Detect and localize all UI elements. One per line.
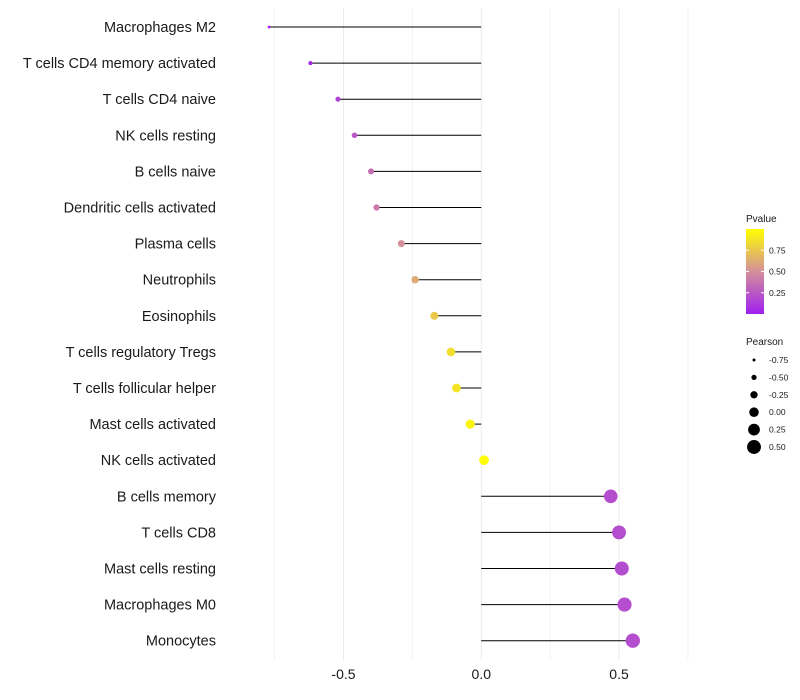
size-legend-label: -0.50 xyxy=(769,372,789,382)
lollipop-point xyxy=(446,347,456,357)
lollipop-segments xyxy=(269,26,633,642)
x-axis-ticks: -0.5 0.0 0.5 xyxy=(331,666,629,682)
size-legend-label: 0.00 xyxy=(769,407,786,417)
size-legend-label: -0.75 xyxy=(769,355,789,365)
lollipop-point xyxy=(614,561,629,576)
size-legend-dot xyxy=(748,423,760,436)
lollipop-points xyxy=(267,25,640,648)
lollipop-point xyxy=(603,489,618,504)
lollipop-point xyxy=(351,132,358,139)
lollipop-point xyxy=(430,311,439,320)
category-label: NK cells resting xyxy=(115,128,216,144)
x-tick-label: 0.0 xyxy=(472,666,492,682)
lollipop-point xyxy=(373,204,380,211)
category-label: Monocytes xyxy=(146,634,216,650)
lollipop-point xyxy=(367,168,375,175)
lollipop-point xyxy=(452,383,461,393)
category-label: T cells CD4 memory activated xyxy=(23,56,216,72)
category-label: T cells CD4 naive xyxy=(103,92,216,108)
category-label: T cells CD8 xyxy=(141,525,216,541)
size-legend-dot xyxy=(751,374,757,381)
pvalue-legend: Pvalue 0.75 0.50 0.25 xyxy=(746,214,786,314)
lollipop-point xyxy=(612,525,626,540)
category-label: B cells naive xyxy=(135,164,216,180)
size-legend-dot xyxy=(750,391,758,399)
lollipop-point xyxy=(465,419,475,429)
size-legend-dot xyxy=(749,407,759,417)
lollipop-point xyxy=(335,96,341,102)
lollipop-point xyxy=(267,25,271,29)
lollipop-point xyxy=(308,61,313,66)
category-label: Mast cells activated xyxy=(89,417,216,433)
size-legend-label: -0.25 xyxy=(769,390,789,400)
category-label: Eosinophils xyxy=(142,309,216,325)
lollipop-point xyxy=(625,633,640,648)
x-tick-label: -0.5 xyxy=(331,666,355,682)
category-label: Mast cells resting xyxy=(104,562,216,578)
x-tick-label: 0.5 xyxy=(609,666,629,682)
category-label: Dendritic cells activated xyxy=(64,201,216,217)
lollipop-point xyxy=(479,455,489,466)
pvalue-legend-title: Pvalue xyxy=(746,214,777,225)
pearson-legend: Pearson -0.75 -0.50 -0.25 0.00 0.25 0.50 xyxy=(746,337,789,454)
category-label: Neutrophils xyxy=(143,273,216,289)
colorbar-label: 0.75 xyxy=(769,245,786,255)
category-label: T cells regulatory Tregs xyxy=(66,345,216,361)
category-label: B cells memory xyxy=(117,489,217,505)
pearson-legend-title: Pearson xyxy=(746,337,783,348)
category-label: T cells follicular helper xyxy=(73,381,216,397)
size-legend-dot xyxy=(752,358,756,362)
grid-lines xyxy=(274,8,689,660)
colorbar-label: 0.50 xyxy=(769,267,786,277)
size-legend-dot xyxy=(747,440,761,454)
category-label: Macrophages M0 xyxy=(104,598,216,614)
size-legend-label: 0.50 xyxy=(769,442,786,452)
category-label: Macrophages M2 xyxy=(104,20,216,36)
size-legend-label: 0.25 xyxy=(769,425,786,435)
colorbar-label: 0.25 xyxy=(769,288,786,298)
pvalue-colorbar xyxy=(746,229,764,314)
lollipop-point xyxy=(411,275,419,284)
lollipop-point xyxy=(397,240,405,248)
category-label: Plasma cells xyxy=(135,237,216,253)
lollipop-point xyxy=(617,597,632,612)
category-label: NK cells activated xyxy=(101,453,216,469)
y-axis-labels: Macrophages M2 T cells CD4 memory activat… xyxy=(23,20,217,650)
